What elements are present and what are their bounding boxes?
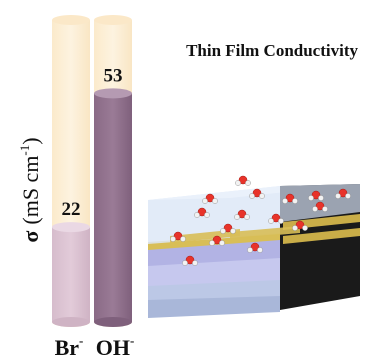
category-label-br: Br- [55,333,84,360]
hydrogen-atom [335,193,341,199]
hydrogen-atom [259,193,265,199]
top-layer-front [148,186,280,244]
hydrogen-atom [244,214,250,220]
oxygen-atom [237,209,247,219]
y-axis-symbol: σ [18,231,43,243]
hydrogen-atom [308,195,314,201]
hydrogen-atom [318,195,324,201]
track-top-oh [94,15,132,25]
water-molecule [234,209,250,220]
hydrogen-atom [180,236,186,242]
y-axis-units: (mS cm [18,156,43,225]
bar-br [52,227,90,322]
category-label-oh: OH- [96,333,135,360]
hydrogen-atom [230,228,236,234]
hydrogen-atom [202,198,208,204]
oxygen-atom [250,242,260,252]
oxygen-atom [338,188,348,198]
oxygen-atom [173,231,183,241]
hydrogen-atom [247,247,253,253]
hydrogen-atom [212,198,218,204]
hydrogen-atom [245,180,251,186]
water-molecule [182,255,198,266]
water-molecule [308,190,324,201]
hydrogen-atom [204,212,210,218]
svg-text:σ(mS cm-1): σ (mS cm-1) [17,137,43,242]
oxygen-atom [295,220,305,230]
hydrogen-atom [234,214,240,220]
oxygen-atom [197,207,207,217]
water-molecule [268,213,284,224]
hydrogen-atom [278,218,284,224]
y-axis-exponent: -1 [17,145,32,156]
bar-bottom-oh [94,317,132,327]
water-molecule [312,201,328,212]
hydrogen-atom [192,260,198,266]
hydrogen-atom [322,206,328,212]
water-molecule [235,175,251,186]
gold-strip-right-2 [283,228,360,244]
hydrogen-atom [345,193,351,199]
water-molecule [282,193,298,204]
water-molecule [249,188,265,199]
hydrogen-atom [292,225,298,231]
oxygen-atom [212,235,222,245]
oxygen-atom [205,193,215,203]
bar-bottom-br [52,317,90,327]
hydrogen-atom [302,225,308,231]
oxygen-atom [238,175,248,185]
track-top-br [52,15,90,25]
oxygen-atom [271,213,281,223]
bar-top-oh [94,88,132,99]
hydrogen-atom [170,236,176,242]
water-molecule [335,188,351,199]
hydrogen-atom [292,198,298,204]
thin-film-slab-icon [148,184,360,318]
water-molecule [292,220,308,231]
y-axis-label: σ (mS cm-1) [17,137,43,242]
water-molecule [170,231,186,242]
water-molecule [202,193,218,204]
y-axis-close: ) [18,137,43,144]
oxygen-atom [285,193,295,203]
oxygen-atom [315,201,325,211]
hydrogen-atom [220,228,226,234]
gold-strip-mid [230,226,300,239]
hydrogen-atom [257,247,263,253]
oxygen-atom [223,223,233,233]
water-molecule [247,242,263,253]
value-label-br: 22 [62,199,81,220]
water-molecules-group [170,175,351,266]
water-molecule [209,235,225,246]
hydrogen-atom [182,260,188,266]
hydrogen-atom [235,180,241,186]
bar-top-br [52,222,90,233]
hydrogen-atom [249,193,255,199]
hydrogen-atom [194,212,200,218]
hydrogen-atom [312,206,318,212]
bar-oh [94,93,132,322]
hydrogen-atom [209,240,215,246]
hydrogen-atom [282,198,288,204]
chart-title: Thin Film Conductivity [186,41,358,60]
hydrogen-atom [219,240,225,246]
water-molecule [220,223,236,234]
water-molecule [194,207,210,218]
oxygen-atom [185,255,195,265]
bars-group [52,15,132,327]
value-label-oh: 53 [104,65,123,86]
oxygen-atom [252,188,262,198]
oxygen-atom [311,190,321,200]
bottom-strip [148,296,280,318]
hydrogen-atom [268,218,274,224]
